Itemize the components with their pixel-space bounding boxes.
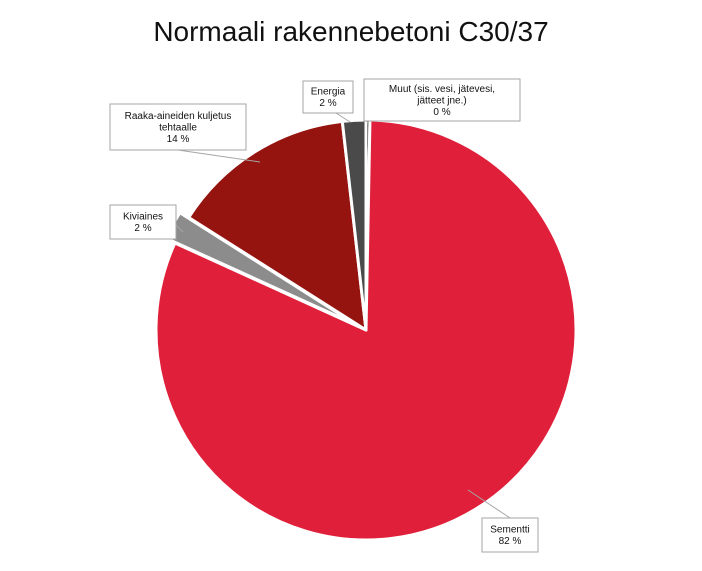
data-label-name-2: Kiviaines <box>123 212 163 223</box>
pie-slice-3 <box>187 119 368 332</box>
data-label-name-0: Muut (sis. vesi, jätevesi, <box>389 84 495 95</box>
data-label-box-0 <box>363 78 521 122</box>
leader-line-2 <box>175 224 184 233</box>
data-label-name-4: Energia <box>311 87 346 98</box>
leader-line-4 <box>335 112 351 123</box>
data-label-box-3 <box>109 103 247 151</box>
data-label-value-4: 2 % <box>319 98 336 109</box>
data-label-0: Muut (sis. vesi, jätevesi,jätteet jne.)0… <box>363 78 521 122</box>
data-label-value-3: 14 % <box>167 134 190 145</box>
pie-slices <box>154 118 578 542</box>
chart-title: Normaali rakennebetoni C30/37 <box>153 16 549 47</box>
data-label-box-4 <box>302 80 354 114</box>
data-label-box-2 <box>109 204 177 240</box>
data-label-name-1: Sementti <box>490 525 529 536</box>
data-label-value-0: 0 % <box>433 107 450 118</box>
data-label-box-1 <box>481 517 539 553</box>
data-label-name-3: tehtaalle <box>159 122 197 133</box>
leader-line-1 <box>467 489 511 519</box>
data-label-name-0: jätteet jne.) <box>416 95 466 106</box>
data-label-value-1: 82 % <box>499 536 522 547</box>
leader-line-3 <box>177 149 261 163</box>
data-label-name-3: Raaka-aineiden kuljetus <box>125 111 232 122</box>
data-label-value-2: 2 % <box>134 223 151 234</box>
data-labels: Muut (sis. vesi, jätevesi,jätteet jne.)0… <box>109 78 539 553</box>
